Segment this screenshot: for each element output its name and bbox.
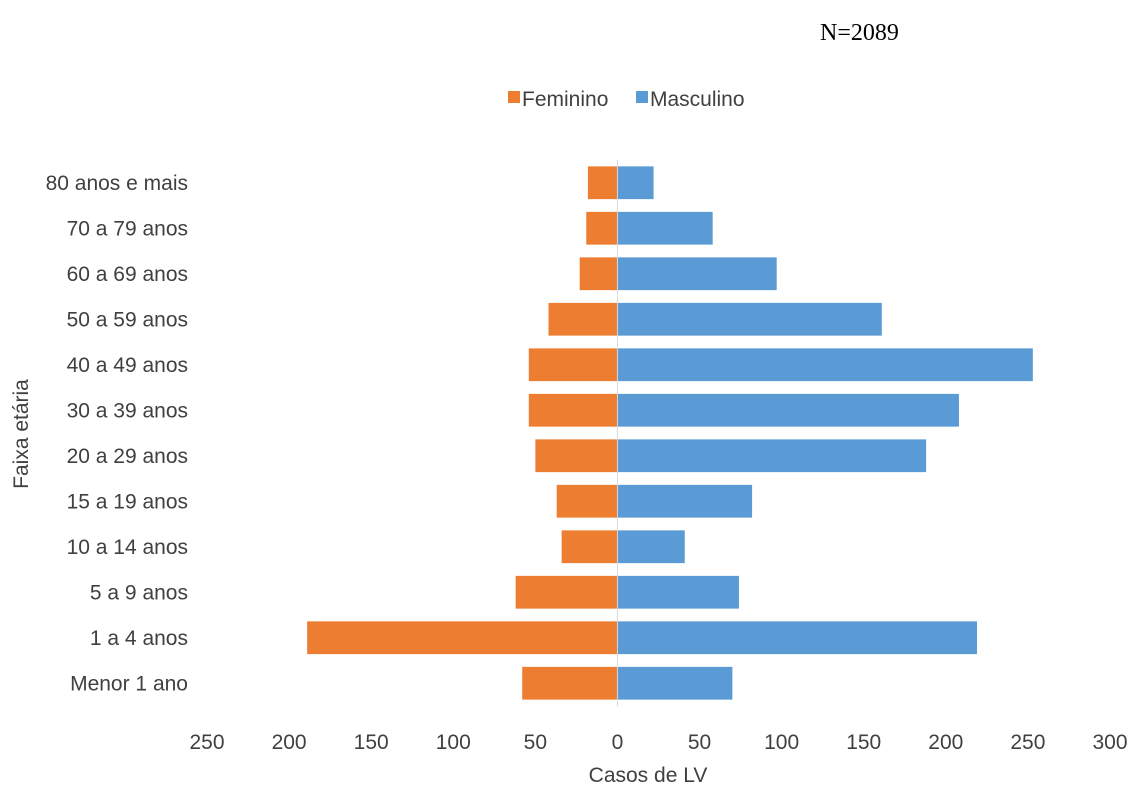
bar-feminino-80-anos-e-mais — [587, 166, 618, 200]
x-tick-label: 50 — [688, 731, 711, 754]
bar-feminino-40-a-49-anos — [528, 348, 618, 382]
bar-masculino-60-a-69-anos — [617, 257, 777, 291]
bar-masculino-40-a-49-anos — [617, 348, 1033, 382]
y-tick-label-5-a-9-anos: 5 a 9 anos — [90, 581, 188, 604]
y-tick-label-10-a-14-anos: 10 a 14 anos — [67, 536, 188, 559]
bar-masculino-15-a-19-anos — [617, 484, 753, 518]
bar-masculino-menor-1-ano — [617, 666, 733, 700]
y-tick-labels: Menor 1 ano 1 a 4 anos 5 a 9 anos 10 a 14 a… — [46, 172, 188, 696]
bar-masculino-80-anos-e-mais — [617, 166, 654, 200]
bar-masculino-30-a-39-anos — [617, 393, 959, 427]
legend-label-feminino: Feminino — [522, 88, 608, 111]
bar-feminino-60-a-69-anos — [579, 257, 618, 291]
x-tick-label: 250 — [1010, 731, 1045, 754]
legend-label-masculino: Masculino — [650, 88, 745, 111]
masculino-bars — [617, 166, 1033, 700]
legend-swatch-masculino — [636, 91, 648, 103]
bar-feminino-20-a-29-anos — [535, 439, 618, 473]
bar-feminino-10-a-14-anos — [561, 530, 618, 564]
x-tick-label: 150 — [354, 731, 389, 754]
x-tick-label: 250 — [189, 731, 224, 754]
x-tick-label: 50 — [524, 731, 547, 754]
x-tick-label: 200 — [272, 731, 307, 754]
x-tick-label: 200 — [928, 731, 963, 754]
x-tick-label: 0 — [612, 731, 624, 754]
y-tick-label-50-a-59-anos: 50 a 59 anos — [67, 308, 188, 331]
legend: Feminino Masculino — [508, 88, 745, 111]
y-axis-title: Faixa etária — [10, 379, 33, 489]
bar-feminino-15-a-19-anos — [556, 484, 618, 518]
bar-masculino-10-a-14-anos — [617, 530, 685, 564]
x-tick-labels: 250 200 150 100 50 0 50 100 150 200 250 300 — [189, 731, 1127, 754]
y-tick-label-15-a-19-anos: 15 a 19 anos — [67, 490, 188, 513]
y-tick-label-60-a-69-anos: 60 a 69 anos — [67, 263, 188, 286]
bar-feminino-30-a-39-anos — [528, 393, 618, 427]
y-tick-label-70-a-79-anos: 70 a 79 anos — [67, 217, 188, 240]
bar-masculino-70-a-79-anos — [617, 211, 713, 245]
bar-masculino-20-a-29-anos — [617, 439, 927, 473]
x-tick-label: 100 — [436, 731, 471, 754]
bar-feminino-1-a-4-anos — [307, 621, 618, 655]
x-tick-label: 300 — [1092, 731, 1127, 754]
y-tick-label-80-anos-e-mais: 80 anos e mais — [46, 172, 188, 195]
x-tick-label: 100 — [764, 731, 799, 754]
bar-masculino-5-a-9-anos — [617, 575, 739, 609]
x-tick-label: 150 — [846, 731, 881, 754]
sample-size-annotation: N=2089 — [820, 20, 899, 46]
y-tick-label-1-a-4-anos: 1 a 4 anos — [90, 627, 188, 650]
bar-feminino-70-a-79-anos — [586, 211, 618, 245]
bar-masculino-50-a-59-anos — [617, 302, 882, 336]
legend-swatch-feminino — [508, 91, 520, 103]
y-tick-label-menor-1-ano: Menor 1 ano — [70, 672, 188, 695]
feminino-bars — [307, 166, 618, 700]
bar-feminino-menor-1-ano — [522, 666, 618, 700]
y-tick-label-30-a-39-anos: 30 a 39 anos — [67, 399, 188, 422]
y-tick-label-20-a-29-anos: 20 a 29 anos — [67, 445, 188, 468]
bar-feminino-50-a-59-anos — [548, 302, 618, 336]
bar-masculino-1-a-4-anos — [617, 621, 978, 655]
x-axis-title: Casos de LV — [589, 764, 708, 787]
bar-feminino-5-a-9-anos — [515, 575, 618, 609]
y-tick-label-40-a-49-anos: 40 a 49 anos — [67, 354, 188, 377]
